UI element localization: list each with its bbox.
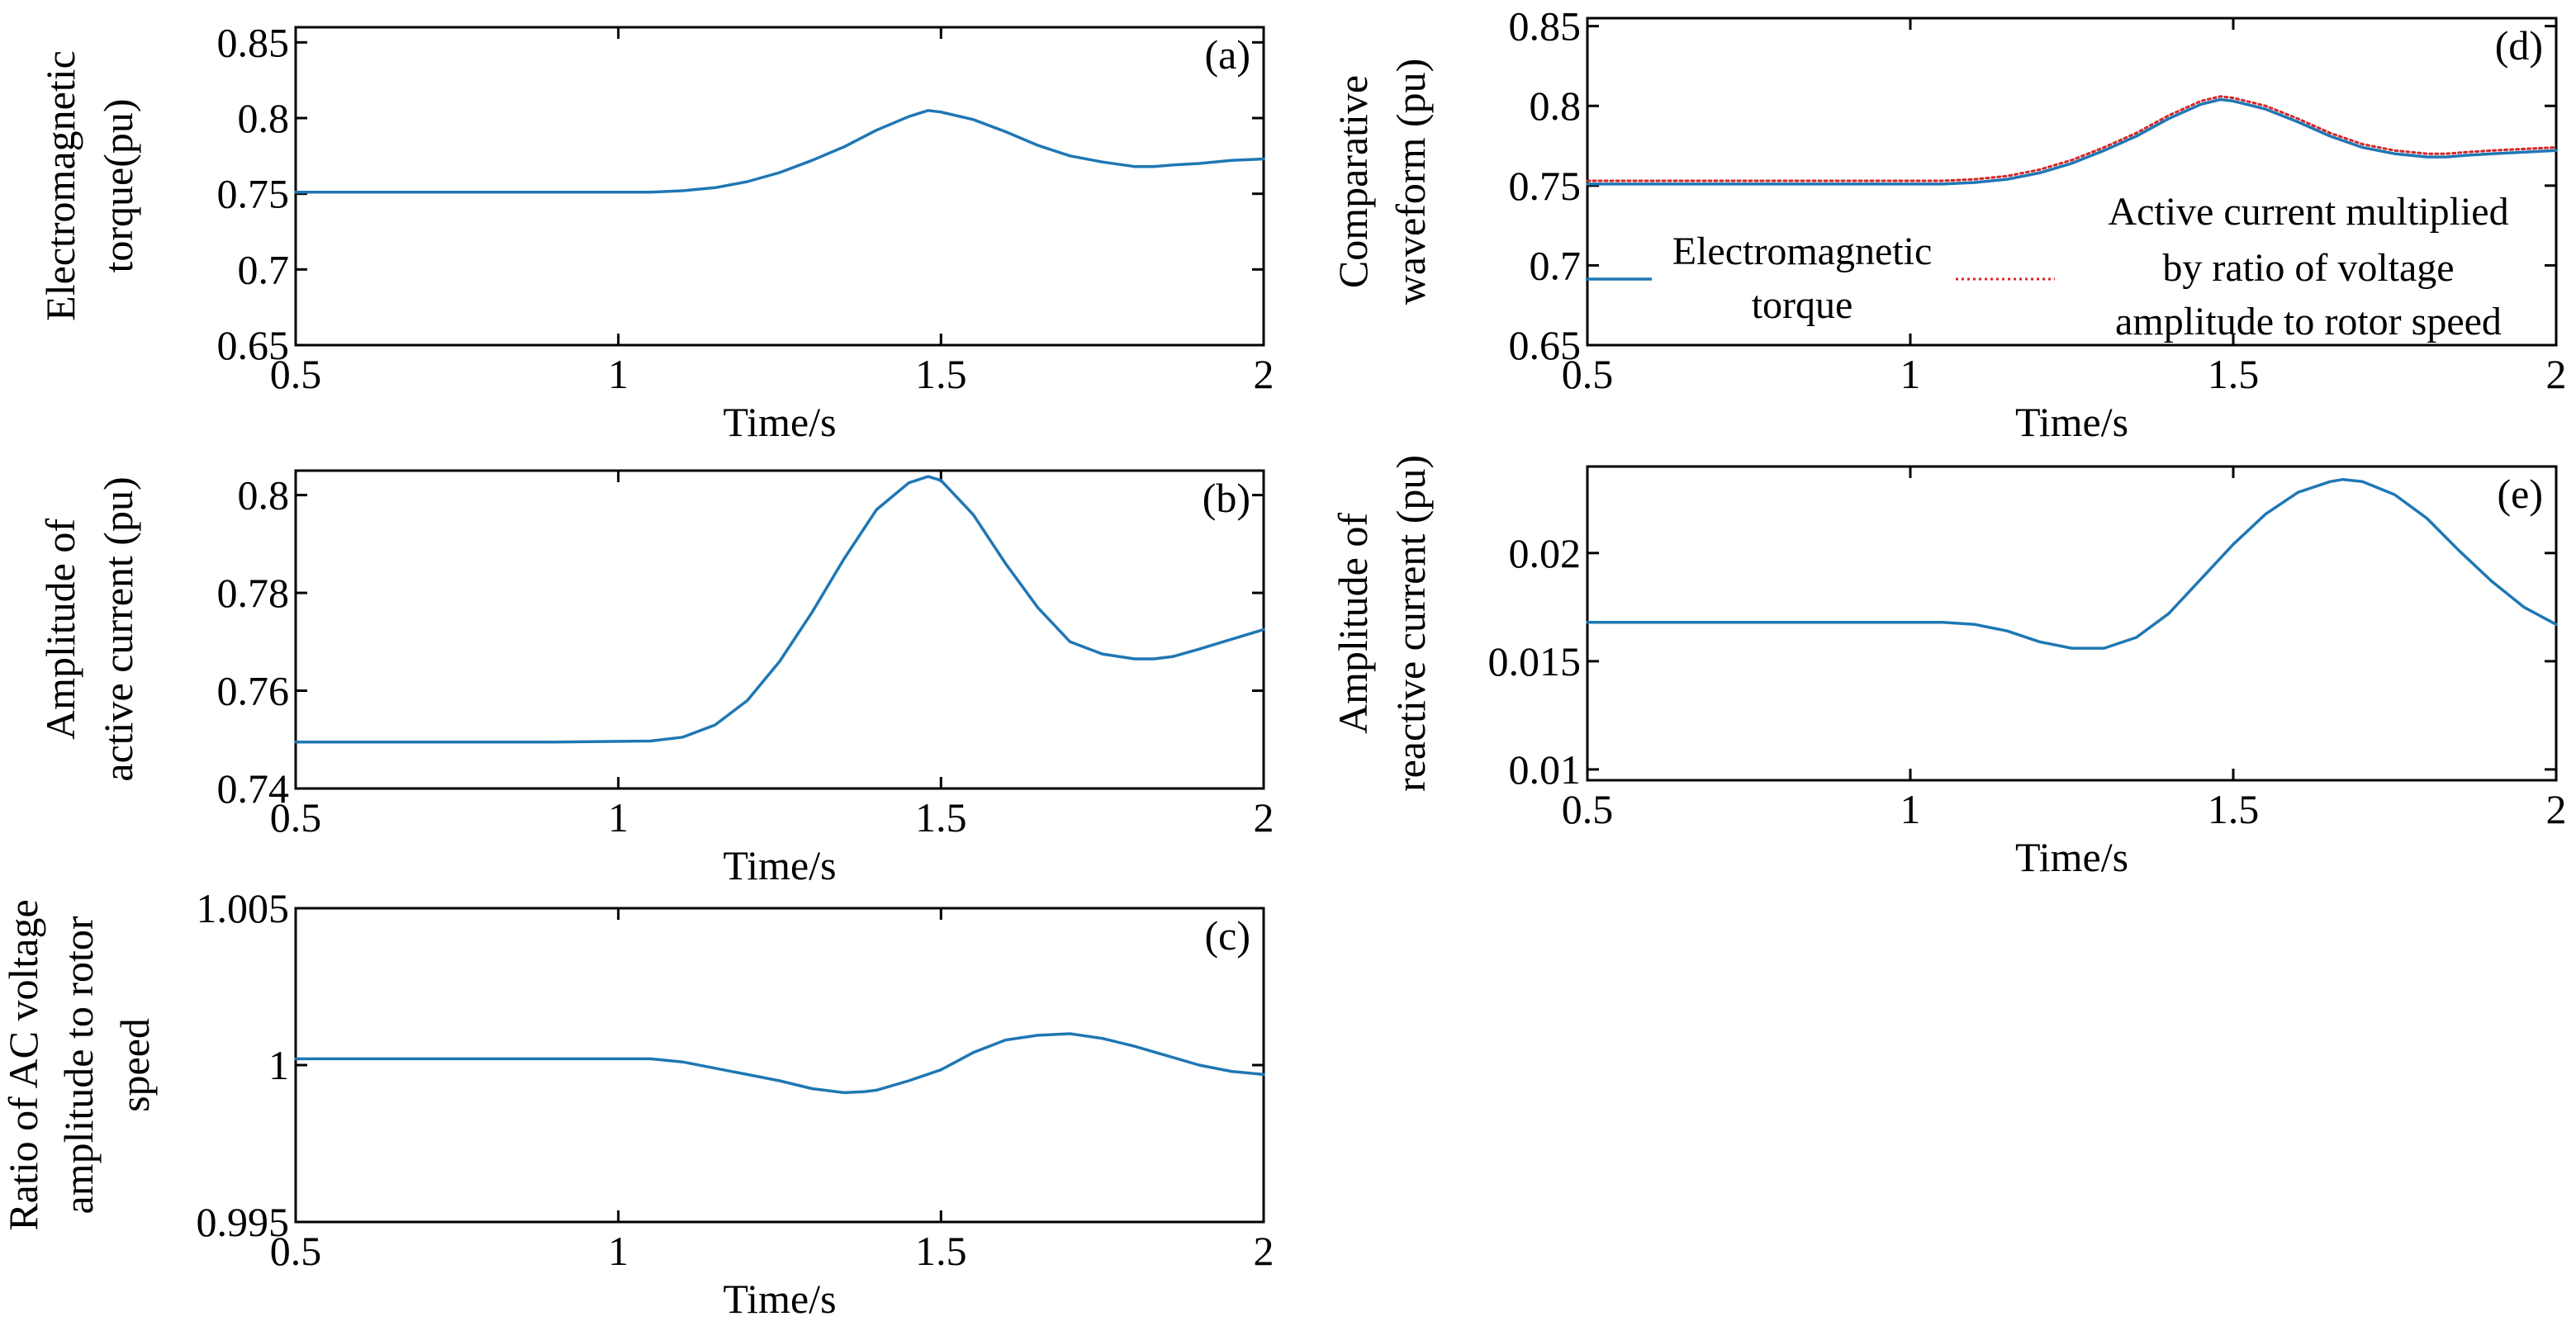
x-tick-label: 0.5 (270, 351, 322, 397)
x-tick-label: 0.5 (270, 1228, 322, 1274)
panel-b-active-current: 0.5 1 1.5 2 0.74 0.76 0.78 0.8 Time/s Amplitude o… (37, 469, 1274, 888)
y-tick-label: 0.8 (1530, 83, 1582, 129)
x-tick-label: 2 (1254, 794, 1274, 841)
series-line-1 (294, 1032, 1265, 1095)
y-tick-label: 0.78 (217, 570, 290, 616)
y-axis-label: speed (111, 1018, 158, 1112)
y-axis-label: active current (pu) (95, 476, 141, 781)
x-tick-label: 1 (608, 794, 629, 841)
series-line-2 (1586, 95, 2558, 182)
y-tick-label: 0.85 (1509, 3, 1582, 50)
x-tick-label: 2 (2546, 786, 2567, 832)
legend-label-torque: torque (1752, 283, 1853, 327)
y-axis-label: torque(pu) (95, 98, 141, 272)
y-tick-label: 0.85 (217, 19, 290, 65)
x-tick-label: 1.5 (915, 1228, 967, 1274)
x-tick-label: 1 (608, 351, 629, 397)
y-tick-label: 0.7 (1530, 242, 1582, 288)
y-axis-label: Comparative (1330, 75, 1376, 288)
y-tick-label: 0.75 (1509, 163, 1582, 209)
y-tick-label: 1.005 (197, 885, 290, 931)
x-tick-label: 2 (1254, 351, 1274, 397)
legend: Electromagnetic torque Active current mult… (1586, 190, 2509, 343)
panel-tag: (d) (2495, 22, 2543, 69)
x-tick-label: 1.5 (2208, 786, 2260, 832)
x-tick-label: 0.5 (270, 794, 322, 841)
y-tick-label: 0.75 (217, 171, 290, 217)
y-axis-label: Electromagnetic (37, 50, 83, 321)
y-tick-label: 0.015 (1488, 638, 1582, 684)
y-tick-label: 0.8 (238, 472, 290, 519)
plot-frame (294, 26, 1265, 347)
y-axis-label: waveform (pu) (1388, 59, 1434, 305)
x-tick-label: 0.5 (1562, 351, 1614, 397)
x-tick-label: 1.5 (915, 794, 967, 841)
y-tick-label: 0.7 (238, 246, 290, 292)
y-tick-label: 0.76 (217, 668, 290, 714)
y-axis-label: reactive current (pu) (1388, 455, 1434, 792)
x-tick-label: 1.5 (915, 351, 967, 397)
y-axis-label: Ratio of AC voltage (0, 899, 46, 1230)
x-tick-label: 0.5 (1562, 786, 1614, 832)
x-axis-label: Time/s (723, 399, 836, 445)
panel-tag: (b) (1203, 475, 1250, 521)
x-axis-label: Time/s (2015, 399, 2128, 445)
y-tick-label: 0.995 (197, 1199, 290, 1245)
plot-frame (294, 907, 1265, 1224)
panel-tag: (a) (1205, 31, 1251, 78)
x-axis-label: Time/s (723, 1276, 836, 1322)
series-line-1 (294, 475, 1265, 744)
x-tick-label: 2 (1254, 1228, 1274, 1274)
x-axis-label: Time/s (723, 842, 836, 888)
x-tick-label: 2 (2546, 351, 2567, 397)
y-tick-label: 1 (268, 1042, 289, 1088)
y-tick-label: 0.65 (217, 322, 290, 368)
legend-label-active-current: by ratio of voltage (2162, 246, 2454, 290)
legend-label-active-current: Active current multiplied (2108, 190, 2508, 234)
panel-tag: (c) (1205, 912, 1251, 959)
panel-c-voltage-speed-ratio: 0.5 1 1.5 2 0.995 1 1.005 Time/s Ratio of AC vol… (0, 885, 1274, 1322)
y-axis-label: Amplitude of (1330, 513, 1376, 734)
x-axis-label: Time/s (2015, 834, 2128, 880)
y-tick-label: 0.65 (1509, 322, 1582, 368)
x-tick-label: 1.5 (2208, 351, 2260, 397)
y-tick-label: 0.8 (238, 95, 290, 141)
legend-label-torque: Electromagnetic (1672, 230, 1933, 273)
legend-label-active-current: amplitude to rotor speed (2115, 300, 2502, 343)
panel-a-torque: 0.5 1 1.5 2 0.65 0.7 0.75 0.8 0.85 Time/s Electrom… (37, 19, 1274, 445)
series-line-1 (1586, 477, 2558, 650)
series-line-1 (294, 109, 1265, 194)
y-tick-label: 0.01 (1509, 746, 1582, 793)
panel-tag: (e) (2498, 471, 2544, 517)
x-tick-label: 1 (1900, 786, 1921, 832)
y-tick-label: 0.74 (217, 765, 290, 812)
panel-d-comparative-waveform: 0.5 1 1.5 2 0.65 0.7 0.75 0.8 0.85 Time/s Comparat… (1330, 3, 2567, 445)
y-axis-label: amplitude to rotor (55, 916, 102, 1214)
panel-e-reactive-current: 0.5 1 1.5 2 0.01 0.015 0.02 Time/s Amplitude of r… (1330, 455, 2567, 880)
series-line-1 (1586, 97, 2558, 186)
x-tick-label: 1 (608, 1228, 629, 1274)
y-tick-label: 0.02 (1509, 530, 1582, 576)
x-tick-label: 1 (1900, 351, 1921, 397)
y-axis-label: Amplitude of (37, 519, 83, 740)
